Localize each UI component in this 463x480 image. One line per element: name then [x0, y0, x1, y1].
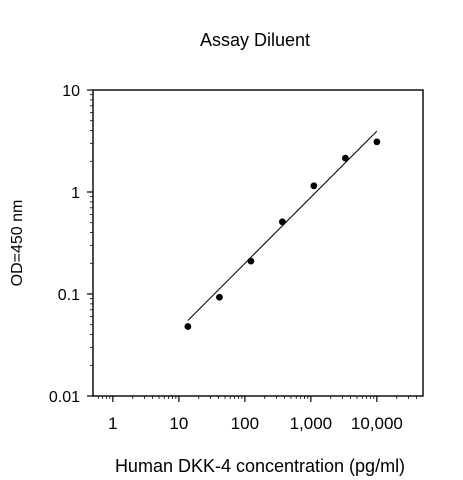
data-point	[279, 218, 286, 226]
y-tick-label: 10	[62, 83, 80, 100]
y-tick-label: 0.1	[58, 287, 80, 304]
x-tick-label: 1	[108, 414, 117, 433]
x-axis-label: Human DKK-4 concentration (pg/ml)	[115, 456, 405, 476]
data-point	[216, 293, 223, 301]
x-tick-label: 1,000	[290, 414, 333, 433]
data-point	[341, 154, 349, 162]
y-tick-label: 0.01	[49, 389, 80, 406]
x-tick-label: 100	[231, 414, 259, 433]
chart-title: Assay Diluent	[200, 30, 310, 50]
plot-area: 1 10 100 1,000 10,000 0.01 0.1 1 10	[49, 83, 424, 433]
data-point	[247, 257, 255, 265]
x-tick-label: 10	[169, 414, 188, 433]
plot-frame	[92, 89, 424, 397]
x-tick-label: 10,000	[351, 414, 403, 433]
data-point	[184, 323, 192, 330]
y-tick-label: 1	[71, 185, 80, 202]
fit-line	[187, 130, 378, 321]
data-point	[310, 182, 318, 190]
data-point	[373, 138, 381, 146]
y-axis-label: OD=450 nm	[9, 200, 26, 287]
